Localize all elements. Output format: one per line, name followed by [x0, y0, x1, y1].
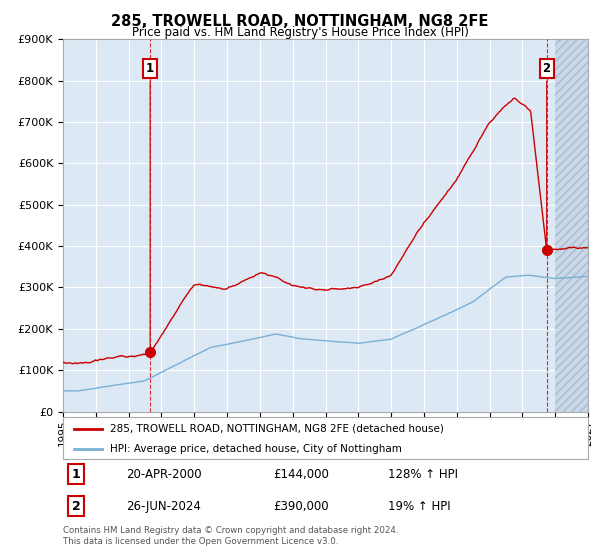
Text: 20-APR-2000: 20-APR-2000	[126, 468, 202, 480]
Bar	[555, 39, 588, 412]
Text: 19% ↑ HPI: 19% ↑ HPI	[389, 500, 451, 513]
Text: 285, TROWELL ROAD, NOTTINGHAM, NG8 2FE (detached house): 285, TROWELL ROAD, NOTTINGHAM, NG8 2FE (…	[110, 424, 444, 434]
Text: £390,000: £390,000	[273, 500, 329, 513]
Text: 1: 1	[146, 62, 154, 349]
Text: 2: 2	[542, 62, 551, 248]
Text: Contains HM Land Registry data © Crown copyright and database right 2024.
This d: Contains HM Land Registry data © Crown c…	[63, 526, 398, 546]
Text: £144,000: £144,000	[273, 468, 329, 480]
Text: 285, TROWELL ROAD, NOTTINGHAM, NG8 2FE: 285, TROWELL ROAD, NOTTINGHAM, NG8 2FE	[112, 14, 488, 29]
Text: 1: 1	[72, 468, 80, 480]
Text: 26-JUN-2024: 26-JUN-2024	[126, 500, 201, 513]
Text: 2: 2	[72, 500, 80, 513]
Text: 128% ↑ HPI: 128% ↑ HPI	[389, 468, 458, 480]
Text: HPI: Average price, detached house, City of Nottingham: HPI: Average price, detached house, City…	[110, 444, 402, 454]
Text: Price paid vs. HM Land Registry's House Price Index (HPI): Price paid vs. HM Land Registry's House …	[131, 26, 469, 39]
